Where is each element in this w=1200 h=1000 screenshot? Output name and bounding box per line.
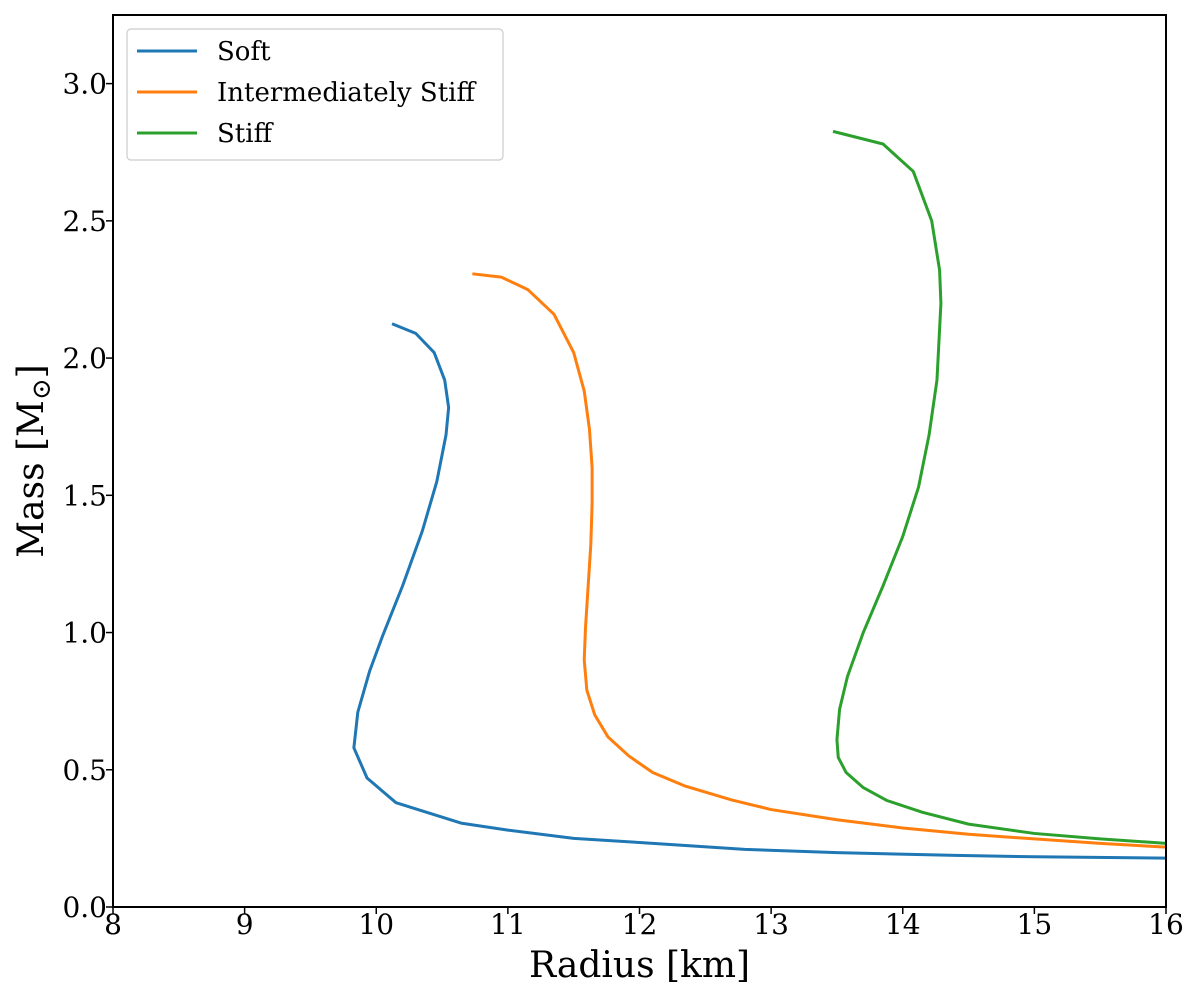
y-tick-label: 1.0 [62,617,107,650]
x-tick-label: 9 [236,908,254,941]
x-tick-label: 10 [358,908,394,941]
legend-label: Soft [217,37,271,67]
x-tick-label: 15 [1017,908,1053,941]
y-axis-label-symbol: ⊙ [27,378,57,400]
series-layer [352,129,1167,860]
x-tick-label: 8 [104,908,122,941]
x-tick-label: 14 [885,908,921,941]
y-tick-label: 1.5 [62,479,107,512]
ticks-layer: 8 9 10 11 12 13 14 15 16 0.0 0.5 1.0 1.5 2.0 2.5 3.0 [62,68,1183,941]
x-tick-label: 16 [1148,908,1184,941]
series-line-intermediately-stiff [472,272,1167,849]
legend-label: Stiff [217,119,275,149]
y-axis-label-end: ] [11,364,52,378]
series-line-stiff [832,129,1167,845]
y-tick-label: 0.0 [62,891,107,924]
y-tick-label: 2.0 [62,342,107,375]
series-line-soft [352,322,1167,860]
legend-label: Intermediately Stiff [217,78,477,108]
x-tick-label: 12 [622,908,658,941]
y-axis-label-main: Mass [M [11,400,52,558]
legend: Soft Intermediately Stiff Stiff [126,28,504,161]
x-tick-label: 13 [753,908,789,941]
y-axis-label: Mass [M⊙] [11,364,57,557]
x-axis-label: Radius [km] [529,945,750,986]
y-tick-label: 3.0 [62,68,107,101]
y-tick-label: 0.5 [62,754,107,787]
x-tick-label: 11 [490,908,526,941]
y-tick-label: 2.5 [62,205,107,238]
legend-box [126,28,504,161]
